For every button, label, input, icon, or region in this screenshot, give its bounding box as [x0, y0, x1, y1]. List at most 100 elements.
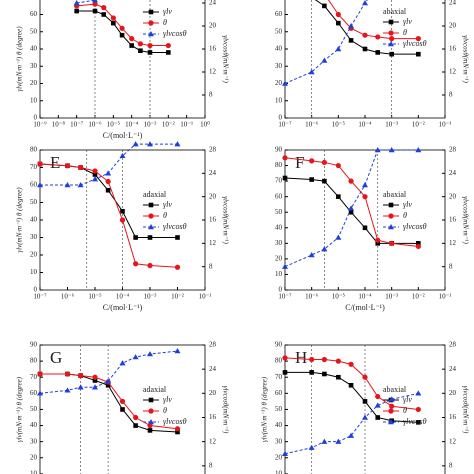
legend-marker — [388, 41, 394, 47]
marker — [415, 390, 422, 396]
x-tick-label: 10⁻⁶ — [88, 121, 102, 129]
marker — [348, 209, 354, 215]
y2-tick-label: 24 — [449, 169, 457, 177]
legend-marker — [148, 20, 154, 26]
y-axis-title: γlv(mN·m⁻¹) θ (degree) — [261, 376, 269, 442]
y2-tick-label: 16 — [449, 45, 457, 53]
marker — [308, 69, 315, 75]
marker — [415, 147, 422, 153]
marker — [362, 32, 368, 38]
y-tick-label: 20 — [30, 79, 38, 87]
marker — [77, 182, 84, 188]
y2-axis-title: γlvcosθ(mN·m⁻¹) — [461, 35, 469, 83]
panel-label: G — [50, 348, 62, 367]
marker — [105, 187, 111, 193]
legend-label: γlvcosθ — [163, 29, 187, 38]
y2-axis-title: γlvcosθ(mN·m⁻¹) — [461, 196, 469, 244]
marker — [147, 42, 153, 49]
y-tick-label: 30 — [30, 233, 38, 241]
x-tick-label: 10⁻⁴ — [358, 121, 372, 129]
marker — [119, 152, 126, 159]
y-tick-label: 30 — [275, 62, 283, 70]
marker — [119, 360, 126, 366]
marker — [388, 396, 395, 402]
y-tick-label: 50 — [275, 405, 283, 413]
marker — [282, 450, 288, 456]
marker — [348, 23, 355, 29]
marker — [92, 168, 98, 174]
x-tick-label: 10⁻⁷ — [278, 293, 292, 301]
y-tick-label: 30 — [275, 239, 283, 247]
y-tick-label: 20 — [275, 254, 283, 262]
marker — [375, 237, 381, 243]
x-tick-label: 10⁻⁷ — [278, 121, 292, 129]
legend-marker — [148, 213, 154, 219]
y2-tick-label: 8 — [209, 461, 213, 469]
y2-tick-label: 24 — [209, 169, 217, 177]
y2-tick-label: 8 — [449, 91, 453, 99]
marker — [147, 262, 153, 269]
y-tick-label: 50 — [275, 208, 283, 216]
marker — [119, 25, 125, 31]
marker — [147, 235, 153, 240]
y-tick-label: 20 — [275, 453, 283, 461]
y2-tick-label: 8 — [209, 91, 213, 99]
series-line — [284, 149, 419, 268]
y-tick-label: 60 — [30, 181, 38, 189]
marker — [335, 46, 342, 52]
legend-label: γlv — [163, 395, 172, 404]
marker — [309, 158, 315, 164]
y-axis-title: γlv(mN·m⁻¹) θ (degree) — [16, 26, 24, 92]
marker — [348, 382, 354, 388]
legend-title: adaxial — [143, 385, 167, 394]
marker — [92, 176, 98, 182]
legend-marker — [388, 408, 394, 414]
series-line — [39, 350, 178, 394]
y-tick-label: 40 — [275, 421, 283, 429]
marker — [174, 141, 181, 147]
marker — [78, 373, 84, 379]
legend-label: γlvcosθ — [403, 39, 427, 48]
legend-marker — [388, 30, 394, 36]
marker — [336, 20, 341, 26]
y-tick-label: 20 — [30, 453, 38, 461]
marker — [64, 371, 71, 377]
x-tick-label: 10⁻³ — [144, 293, 157, 301]
y-tick-label: 80 — [30, 357, 38, 365]
marker — [92, 384, 98, 390]
y2-tick-label: 12 — [209, 68, 217, 76]
x-tick-label: 10⁻³ — [385, 293, 398, 301]
y-tick-label: 10 — [275, 469, 283, 474]
y-tick-label: 60 — [275, 10, 283, 18]
y-tick-label: 10 — [275, 270, 283, 278]
marker — [362, 399, 368, 404]
marker — [321, 246, 328, 252]
legend-marker — [388, 202, 394, 208]
marker — [335, 438, 342, 444]
legend-label: γlvcosθ — [163, 222, 187, 231]
y-tick-label: 80 — [275, 161, 283, 169]
series-line — [284, 392, 419, 455]
marker — [174, 264, 181, 270]
y-tick-label: 0 — [279, 114, 283, 122]
legend-label: γlv — [403, 17, 412, 26]
marker — [64, 182, 71, 188]
y2-axis-title: γlvcosθ(mN·m⁻¹) — [221, 386, 229, 434]
y2-axis-title: γlvcosθ(mN·m⁻¹) — [461, 386, 469, 434]
marker — [119, 32, 125, 38]
y-tick-label: 20 — [275, 79, 283, 87]
y-axis-title: γlv(mN·m⁻¹) θ (degree) — [16, 187, 24, 253]
marker — [374, 402, 381, 408]
marker — [37, 371, 43, 377]
x-axis-title: C/(mol·L⁻¹) — [103, 303, 143, 312]
marker — [335, 358, 341, 364]
marker — [348, 178, 354, 184]
y-axis-title: γlv(mN·m⁻¹) θ (degree) — [16, 376, 24, 442]
y-tick-label: 60 — [275, 389, 283, 397]
marker — [37, 161, 43, 167]
y2-tick-label: 20 — [209, 389, 217, 397]
x-tick-label: 10⁻¹ — [439, 121, 452, 129]
legend-marker — [388, 213, 394, 219]
marker — [37, 182, 43, 188]
y-tick-label: 60 — [30, 10, 38, 18]
